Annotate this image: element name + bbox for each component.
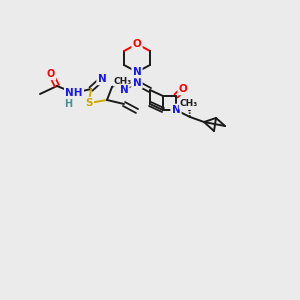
Text: N: N: [172, 105, 180, 115]
Text: O: O: [133, 39, 141, 49]
Text: N: N: [98, 74, 106, 84]
Text: N: N: [133, 67, 141, 77]
Text: CH₃: CH₃: [114, 76, 132, 85]
Text: NH: NH: [65, 88, 83, 98]
Text: H: H: [64, 99, 72, 109]
Text: S: S: [85, 98, 93, 108]
Text: N: N: [120, 85, 128, 95]
Text: N: N: [133, 78, 141, 88]
Text: O: O: [178, 84, 188, 94]
Text: O: O: [47, 69, 55, 79]
Text: CH₃: CH₃: [180, 100, 198, 109]
